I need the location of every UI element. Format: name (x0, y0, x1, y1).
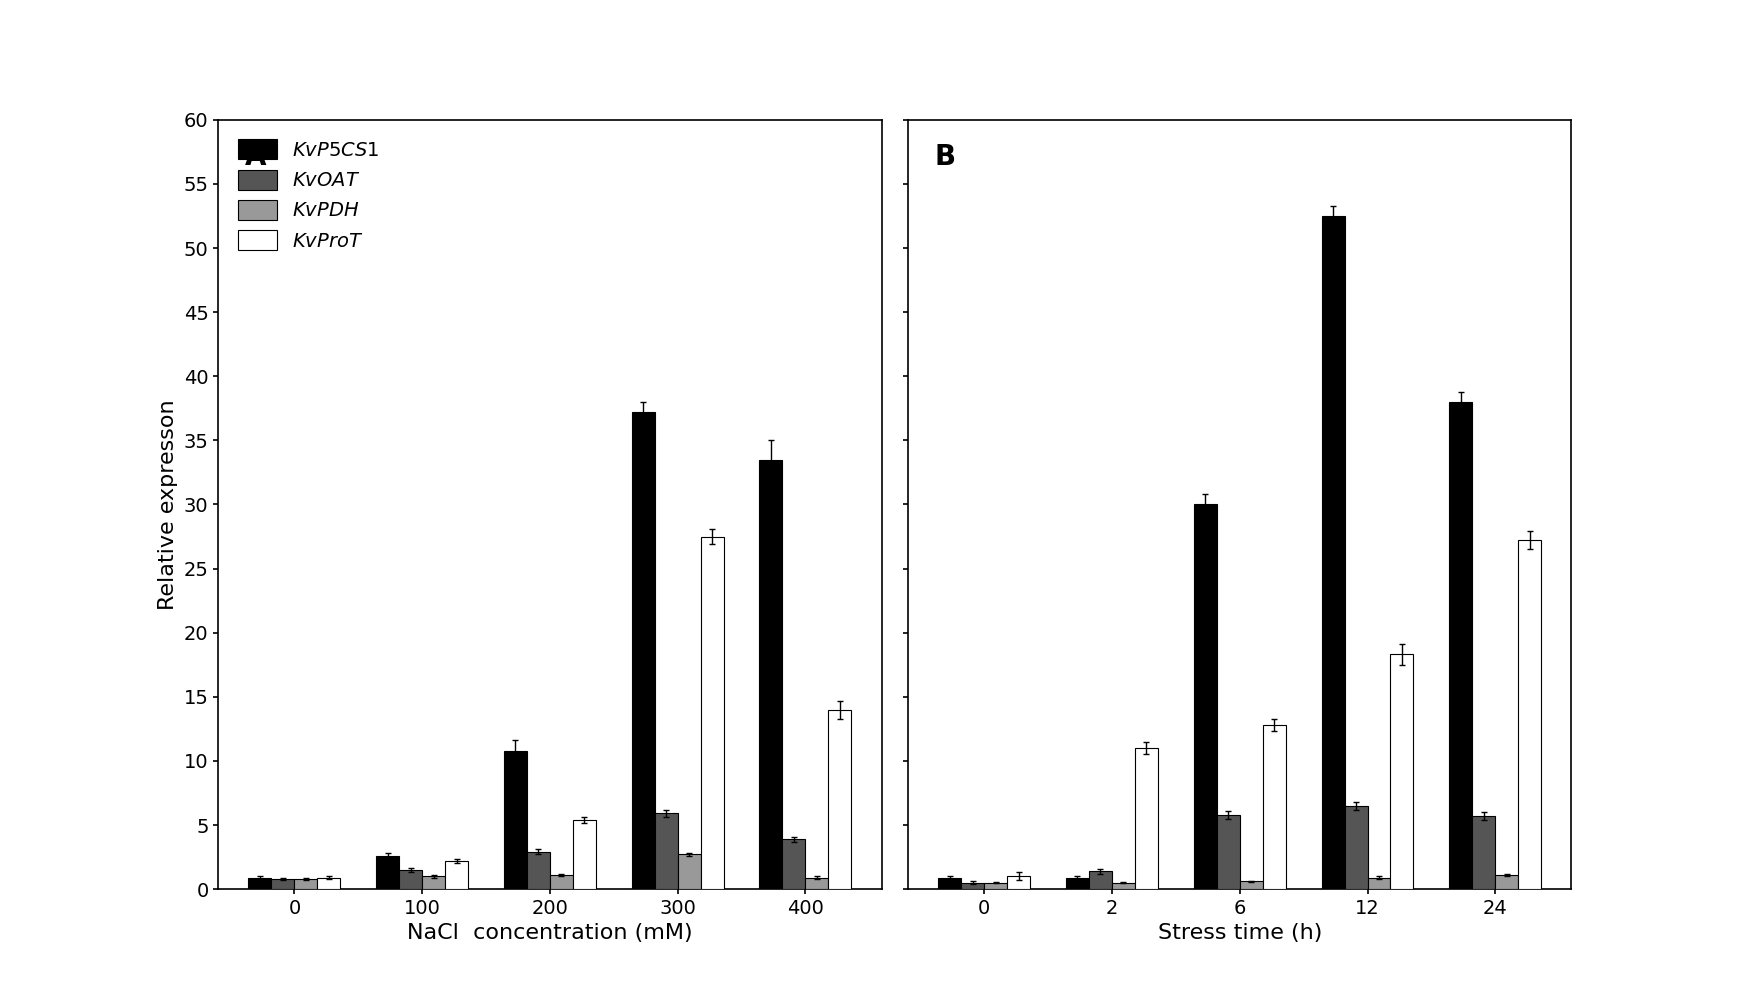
Bar (700, 536, 723, 889)
Bar (1390, 654, 1414, 889)
Bar (1007, 876, 1030, 889)
Bar (248, 877, 271, 889)
Bar (1449, 402, 1472, 889)
Bar (505, 750, 527, 889)
Bar (962, 883, 985, 889)
Bar (1367, 877, 1390, 889)
Bar (938, 877, 962, 889)
Bar (1519, 540, 1542, 889)
Bar (1112, 883, 1135, 889)
Bar (1135, 748, 1158, 889)
Bar (400, 870, 423, 889)
Bar (1067, 877, 1090, 889)
Bar (1344, 806, 1367, 889)
X-axis label: Stress time (h): Stress time (h) (1158, 923, 1322, 943)
Text: B: B (934, 143, 955, 171)
Bar (1322, 216, 1344, 889)
Bar (1262, 725, 1285, 889)
Y-axis label: Relative expresson: Relative expresson (157, 400, 178, 609)
Bar (375, 856, 400, 889)
Bar (805, 877, 828, 889)
Bar (550, 875, 573, 889)
X-axis label: NaCl  concentration (mM): NaCl concentration (mM) (407, 923, 693, 943)
Bar (1495, 875, 1519, 889)
Bar (1240, 881, 1262, 889)
Bar (423, 876, 445, 889)
Bar (760, 460, 782, 889)
Bar (573, 820, 595, 889)
Bar (1472, 816, 1495, 889)
Bar (445, 861, 468, 889)
Bar (295, 879, 318, 889)
Bar (1090, 871, 1112, 889)
Bar (527, 852, 550, 889)
Bar (632, 413, 655, 889)
Legend: $\it{KvP5CS1}$, $\it{KvOAT}$, $\it{KvPDH}$, $\it{KvProT}$: $\it{KvP5CS1}$, $\it{KvOAT}$, $\it{KvPDH… (229, 130, 389, 261)
Text: A: A (244, 143, 267, 171)
Bar (1194, 504, 1217, 889)
Bar (985, 883, 1007, 889)
Bar (677, 854, 700, 889)
Bar (318, 877, 340, 889)
Bar (828, 709, 852, 889)
Bar (1217, 815, 1240, 889)
Bar (655, 813, 677, 889)
Bar (782, 839, 805, 889)
Bar (271, 879, 295, 889)
